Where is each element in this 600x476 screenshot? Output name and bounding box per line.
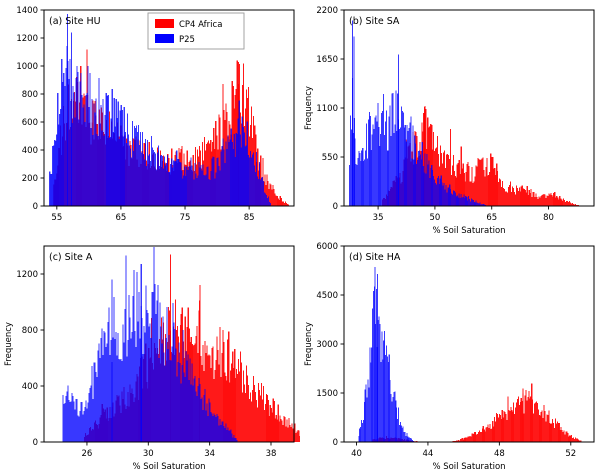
series-p25 — [62, 246, 238, 442]
x-tick-label: 85 — [244, 213, 255, 223]
x-tick-label: 65 — [116, 213, 127, 223]
y-tick-label: 400 — [22, 382, 38, 392]
x-tick-label: 34 — [204, 449, 215, 459]
y-tick-label: 1200 — [16, 270, 38, 280]
y-tick-label: 1000 — [16, 62, 38, 72]
histogram-panel-b: 35 50 65 80 0 550 1100 1650 2200 (b) Site SA % Soi… — [304, 6, 595, 236]
legend-swatch-1 — [155, 19, 174, 28]
y-axis-label: Frequency — [4, 322, 14, 366]
panel-title: (d) Site HA — [349, 252, 401, 263]
histogram-panel-c: 26 30 34 38 0 400 800 1200 (c) Site A % Soil Satu… — [4, 245, 300, 472]
y-tick-label: 0 — [33, 438, 38, 448]
legend: CP4 Africa P25 — [147, 12, 245, 50]
y-tick-label: 2200 — [316, 6, 338, 16]
panel-title: (b) Site SA — [349, 16, 400, 27]
y-tick-label: 400 — [22, 146, 38, 156]
x-tick-label: 75 — [180, 213, 191, 223]
x-tick-label: 50 — [429, 213, 440, 223]
y-tick-label: 200 — [22, 174, 38, 184]
series-p25 — [358, 267, 414, 442]
x-tick-label: 26 — [82, 449, 93, 459]
axes-frame — [43, 9, 295, 207]
legend-label: CP4 Africa — [179, 20, 222, 30]
x-tick-label: 65 — [486, 213, 497, 223]
legend-swatch-2 — [155, 34, 174, 43]
y-axis-label: Frequency — [304, 86, 314, 130]
y-tick-label: 4500 — [316, 291, 338, 301]
x-tick-label: 52 — [565, 449, 576, 459]
x-axis-label: % Soil Saturation — [432, 226, 505, 236]
y-tick-label: 1650 — [316, 55, 338, 65]
legend-box — [147, 12, 245, 50]
y-tick-label: 0 — [333, 202, 338, 212]
y-tick-label: 800 — [22, 90, 38, 100]
series-cp4-africa — [372, 383, 582, 442]
axes-frame — [43, 245, 295, 443]
x-tick-label: 35 — [373, 213, 384, 223]
x-tick-label: 80 — [543, 213, 554, 223]
x-axis-label: % Soil Saturation — [432, 462, 505, 472]
x-tick-label: 48 — [494, 449, 505, 459]
series-p25 — [348, 20, 487, 207]
panel-title: (c) Site A — [49, 252, 93, 263]
y-tick-label: 800 — [22, 326, 38, 336]
x-tick-label: 30 — [143, 449, 154, 459]
y-tick-label: 1500 — [316, 389, 338, 399]
x-tick-label: 55 — [51, 213, 62, 223]
x-tick-label: 38 — [266, 449, 277, 459]
y-tick-label: 600 — [22, 118, 38, 128]
y-tick-label: 1100 — [316, 104, 338, 114]
y-axis-label: Frequency — [304, 322, 314, 366]
y-tick-label: 0 — [333, 438, 338, 448]
y-tick-label: 3000 — [316, 340, 338, 350]
histogram-panel-a: 55 65 75 85 0 200 400 600 800 1000 1200 1400 (a) Sit… — [16, 6, 295, 223]
x-tick-label: 44 — [423, 449, 434, 459]
panel-title: (a) Site HU — [49, 16, 101, 27]
series-p25 — [49, 14, 272, 207]
y-tick-label: 1200 — [16, 34, 38, 44]
y-tick-label: 1400 — [16, 6, 38, 16]
y-tick-label: 6000 — [316, 242, 338, 252]
x-axis-label: % Soil Saturation — [132, 462, 205, 472]
histogram-panel-d: 40 44 48 52 0 1500 3000 4500 6000 (d) Site HA % So… — [304, 242, 595, 472]
legend-label: P25 — [179, 35, 195, 45]
x-tick-label: 40 — [351, 449, 362, 459]
y-tick-label: 550 — [322, 153, 338, 163]
y-tick-label: 0 — [33, 202, 38, 212]
